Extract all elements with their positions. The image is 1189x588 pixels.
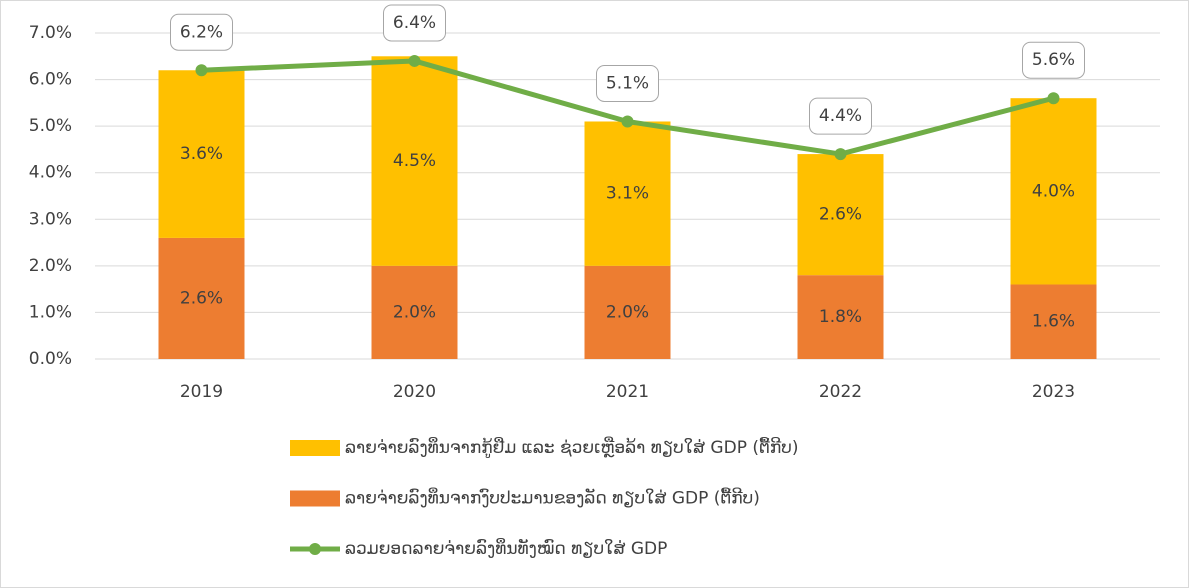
- bar-segment: [371, 265, 458, 359]
- x-tick-label: 2021: [606, 382, 649, 402]
- bar-segment: [1010, 284, 1097, 359]
- bar-segment: [371, 56, 458, 266]
- line-value-label: 5.1%: [606, 73, 649, 93]
- line-value-label: 4.4%: [819, 106, 862, 126]
- bar-segment: [584, 121, 671, 266]
- x-tick-label: 2020: [393, 382, 436, 402]
- x-tick-label: 2019: [180, 382, 223, 402]
- bar-value-label: 2.6%: [819, 205, 862, 225]
- y-tick-label: 3.0%: [29, 209, 72, 229]
- y-tick-label: 1.0%: [29, 302, 72, 322]
- bar-value-label: 1.6%: [1032, 312, 1075, 332]
- bar-segment: [158, 237, 245, 359]
- bar-value-label: 4.0%: [1032, 181, 1075, 201]
- bar-value-label: 1.8%: [819, 307, 862, 327]
- bar-value-label: 2.6%: [180, 288, 223, 308]
- bar-value-label: 3.6%: [180, 144, 223, 164]
- y-tick-label: 7.0%: [29, 23, 72, 43]
- line-marker: [408, 54, 421, 67]
- y-tick-label: 6.0%: [29, 70, 72, 90]
- y-tick-label: 5.0%: [29, 116, 72, 136]
- label-box: [596, 64, 659, 102]
- line-marker: [621, 115, 634, 128]
- line-value-label: 6.4%: [393, 13, 436, 33]
- bar-segment: [584, 265, 671, 359]
- line-marker: [834, 148, 847, 161]
- line-marker: [1047, 92, 1060, 105]
- bar-segment: [797, 275, 884, 359]
- line-value-label: 5.6%: [1032, 50, 1075, 70]
- legend-label: ລວມຍອດລາຍຈ່າຍລົງທຶນທັງໝົດ ທຽບໃສ່ GDP: [345, 537, 667, 559]
- x-tick-label: 2023: [1032, 382, 1075, 402]
- bar-value-label: 4.5%: [393, 151, 436, 171]
- bar-segment: [1010, 98, 1097, 285]
- bar-segment: [797, 154, 884, 276]
- label-box: [809, 97, 872, 135]
- legend-swatch: [290, 490, 340, 507]
- legend-label: ລາຍຈ່າຍລົງທຶນຈາກກູ້ຢືມ ແລະ ຊ່ວຍເຫຼືອລ້າ …: [345, 436, 799, 459]
- bar-segment: [158, 70, 245, 238]
- line-value-label: 6.2%: [180, 22, 223, 42]
- label-box: [170, 13, 233, 51]
- y-tick-label: 4.0%: [29, 163, 72, 183]
- y-tick-label: 2.0%: [29, 256, 72, 276]
- bar-value-label: 2.0%: [393, 302, 436, 322]
- label-box: [383, 4, 446, 42]
- x-tick-label: 2022: [819, 382, 862, 402]
- line-marker: [195, 64, 208, 77]
- y-tick-label: 0.0%: [29, 349, 72, 369]
- bar-value-label: 3.1%: [606, 184, 649, 204]
- legend-swatch: [290, 440, 340, 456]
- label-box: [1022, 41, 1085, 79]
- legend-label: ລາຍຈ່າຍລົງທຶນຈາກງົບປະມານຂອງລັດ ທຽບໃສ່ GD…: [345, 486, 760, 508]
- bar-value-label: 2.0%: [606, 302, 649, 322]
- legend-marker: [309, 543, 321, 555]
